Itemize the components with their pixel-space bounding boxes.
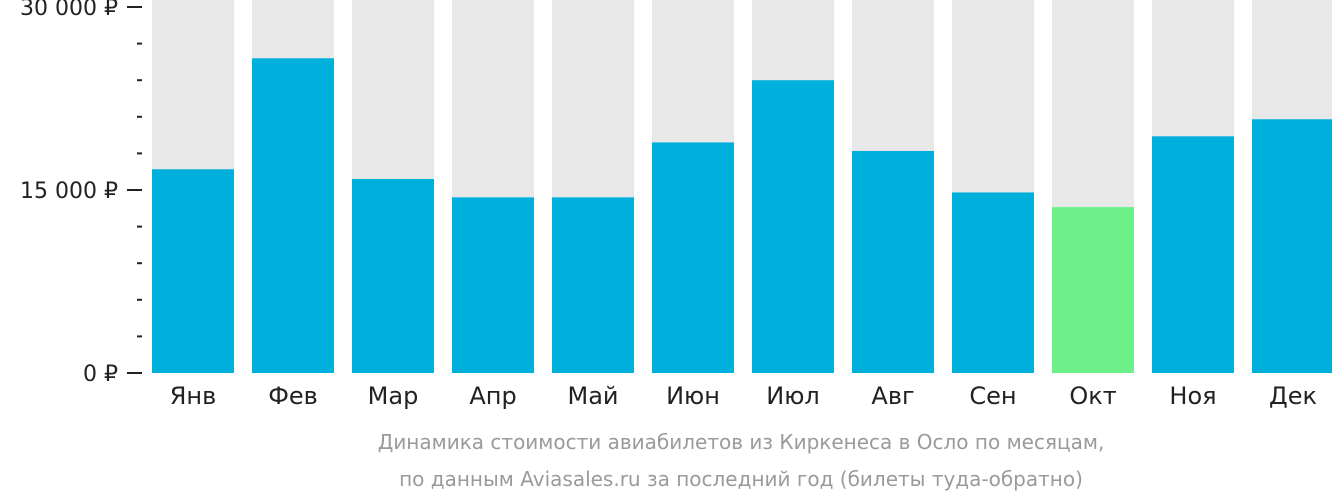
x-tick-label: Окт — [1069, 382, 1116, 410]
x-tick-label: Авг — [871, 382, 914, 410]
y-tick-label: 30 000 ₽ — [20, 0, 118, 21]
y-tick-label: 15 000 ₽ — [20, 179, 118, 204]
x-tick-label: Фев — [268, 382, 318, 410]
x-tick-label: Июн — [666, 382, 720, 410]
x-tick-label: Сен — [969, 382, 1016, 410]
price-bar-chart: 0 ₽ 15 000 ₽ 30 000 ₽ Янв Фев Мар Апр Май Июн Ию… — [20, 0, 1332, 410]
x-axis-labels: Янв Фев Мар Апр Май Июн Июл Авг Сен Окт Ноя Дек — [170, 382, 1317, 410]
bar-0 — [152, 169, 234, 373]
bar-2 — [352, 179, 434, 373]
chart-caption-line-1: Динамика стоимости авиабилетов из Киркен… — [377, 430, 1105, 454]
x-tick-label: Янв — [170, 382, 217, 410]
x-tick-label: Мар — [368, 382, 419, 410]
bar-6 — [752, 80, 834, 373]
bar-11 — [1252, 119, 1332, 374]
x-tick-label: Ноя — [1169, 382, 1216, 410]
y-tick-label: 0 ₽ — [83, 362, 118, 387]
price-bars — [152, 58, 1332, 374]
x-tick-label: Июл — [766, 382, 820, 410]
bar-4 — [552, 197, 634, 373]
bar-10 — [1152, 136, 1234, 373]
x-tick-label: Дек — [1269, 382, 1317, 410]
x-tick-label: Май — [567, 382, 618, 410]
x-tick-label: Апр — [469, 382, 516, 410]
bar-5 — [652, 142, 734, 373]
bar-1 — [252, 58, 334, 374]
bar-8 — [952, 192, 1034, 373]
chart-caption-line-2: по данным Aviasales.ru за последний год … — [399, 467, 1083, 491]
bar-3 — [452, 197, 534, 373]
bar-7 — [852, 150, 934, 373]
bar-9 — [1052, 207, 1134, 373]
y-axis: 0 ₽ 15 000 ₽ 30 000 ₽ — [20, 0, 142, 387]
